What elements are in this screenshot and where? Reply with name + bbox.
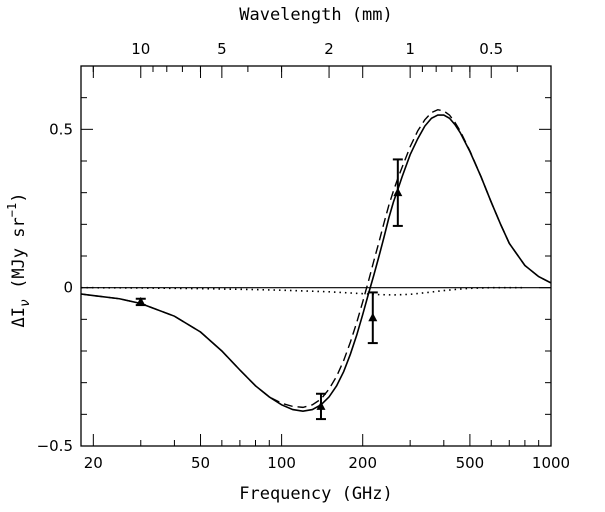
triangle-marker xyxy=(393,187,403,197)
data-point-4 xyxy=(392,158,403,227)
data-point-2 xyxy=(315,392,326,421)
data-point-3 xyxy=(367,291,378,345)
data-point-1 xyxy=(135,296,146,307)
x-tick-label: 1000 xyxy=(532,454,570,472)
y-tick-label: 0 xyxy=(63,279,73,297)
x2-tick-label: 0.5 xyxy=(479,40,503,58)
bottom-axis-title: Frequency (GHz) xyxy=(239,484,393,504)
series-line-solid xyxy=(80,114,552,412)
x-tick-label: 50 xyxy=(191,454,210,472)
x2-tick-label: 1 xyxy=(405,40,415,58)
series-line-dotted xyxy=(80,286,525,296)
triangle-marker xyxy=(136,296,146,306)
plot-frame xyxy=(80,65,552,447)
x-tick-label: 100 xyxy=(267,454,296,472)
x2-tick-label: 10 xyxy=(131,40,150,58)
y-tick-label: −0.5 xyxy=(37,437,73,455)
triangle-marker xyxy=(368,312,378,322)
series-line-dashed xyxy=(80,108,552,409)
x2-tick-label: 2 xyxy=(324,40,334,58)
plot-area: 20 50 100 200 500 1000 10 5 2 1 0.5 −0.5 0 0.5 xyxy=(37,40,571,472)
y-axis-title: ΔIν (MJy sr−1) xyxy=(5,193,33,328)
x-tick-label: 200 xyxy=(348,454,377,472)
x-tick-label: 20 xyxy=(84,454,103,472)
top-axis-title: Wavelength (mm) xyxy=(239,5,393,25)
y-tick-label: 0.5 xyxy=(49,120,73,138)
x2-tick-label: 5 xyxy=(217,40,227,58)
triangle-marker xyxy=(316,401,326,410)
x-tick-label: 500 xyxy=(456,454,485,472)
